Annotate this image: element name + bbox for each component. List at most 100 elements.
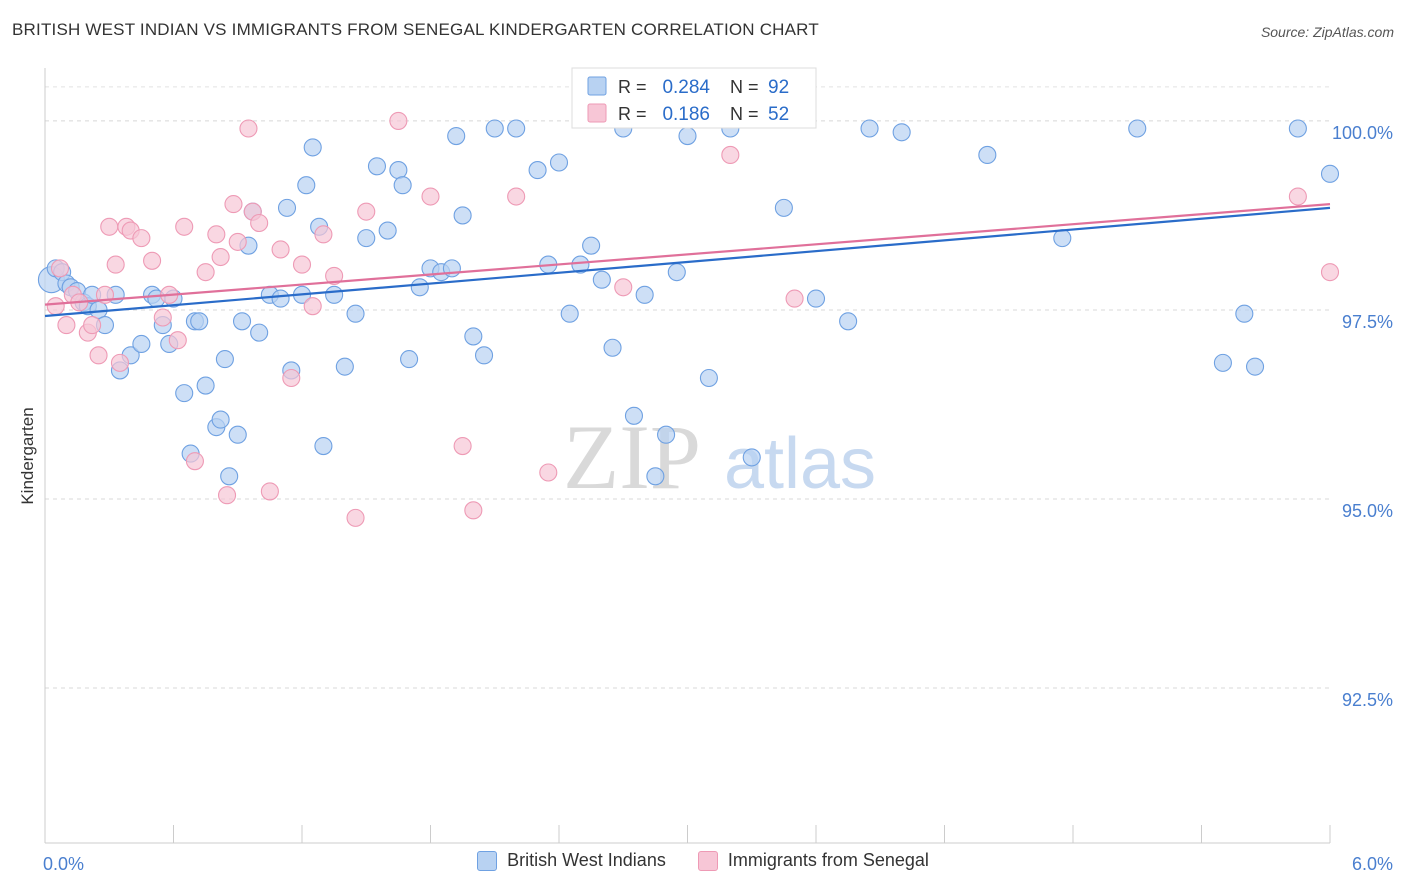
stats-box-frame (571, 67, 817, 129)
point-british-west-indians (453, 206, 472, 225)
point-immigrants-from-senegal (325, 266, 344, 285)
point-british-west-indians (528, 161, 547, 180)
legend-item-british-west-indians[interactable]: British West Indians (477, 850, 666, 871)
point-british-west-indians (774, 198, 793, 217)
point-british-west-indians (667, 263, 686, 282)
point-british-west-indians (549, 153, 569, 172)
point-immigrants-from-senegal (207, 225, 226, 244)
point-british-west-indians (892, 123, 911, 142)
gridlines (45, 86, 1330, 689)
point-immigrants-from-senegal (292, 255, 312, 274)
legend-swatch-blue (477, 850, 498, 871)
stats-n-label: N = (730, 104, 759, 124)
point-immigrants-from-senegal (50, 259, 70, 278)
point-immigrants-from-senegal (175, 217, 194, 236)
point-british-west-indians (635, 285, 654, 304)
point-immigrants-from-senegal (346, 508, 365, 527)
data-points (37, 111, 1340, 527)
point-british-west-indians (1053, 229, 1072, 248)
stats-n-value: 92 (768, 77, 789, 98)
point-british-west-indians (132, 334, 151, 354)
point-british-west-indians (314, 436, 333, 456)
point-british-west-indians (624, 406, 644, 425)
point-british-west-indians (1288, 119, 1307, 138)
watermark: ZIP atlas (563, 406, 876, 508)
point-immigrants-from-senegal (224, 195, 243, 214)
point-british-west-indians (447, 126, 466, 146)
stats-r-value: 0.284 (662, 77, 710, 98)
point-british-west-indians (603, 338, 622, 357)
point-immigrants-from-senegal (271, 240, 290, 259)
point-immigrants-from-senegal (785, 289, 804, 308)
point-immigrants-from-senegal (260, 482, 279, 501)
trend-lines (44, 203, 1331, 318)
point-british-west-indians (978, 145, 997, 165)
point-immigrants-from-senegal (721, 145, 740, 165)
point-immigrants-from-senegal (46, 297, 65, 316)
point-british-west-indians (699, 368, 718, 388)
point-british-west-indians (393, 176, 412, 195)
point-british-west-indians (592, 270, 611, 289)
stats-r-value: 0.186 (662, 104, 710, 125)
point-immigrants-from-senegal (168, 331, 187, 350)
point-immigrants-from-senegal (507, 187, 526, 206)
point-british-west-indians (378, 221, 397, 240)
point-british-west-indians (464, 327, 483, 346)
point-immigrants-from-senegal (421, 187, 440, 206)
point-british-west-indians (271, 289, 290, 308)
point-immigrants-from-senegal (153, 308, 172, 327)
point-immigrants-from-senegal (453, 436, 472, 456)
point-immigrants-from-senegal (57, 316, 76, 335)
point-british-west-indians (410, 278, 429, 297)
y-tick-label: 95.0% (1342, 501, 1393, 521)
point-immigrants-from-senegal (196, 263, 215, 282)
point-immigrants-from-senegal (132, 229, 151, 248)
y-tick-label: 97.5% (1342, 312, 1393, 332)
point-immigrants-from-senegal (1320, 263, 1340, 282)
point-british-west-indians (196, 376, 215, 395)
point-british-west-indians (806, 289, 826, 308)
legend-label: British West Indians (507, 850, 666, 870)
point-british-west-indians (657, 425, 676, 444)
y-tick-label: 100.0% (1332, 123, 1393, 143)
point-british-west-indians (325, 285, 344, 304)
point-immigrants-from-senegal (250, 213, 269, 233)
point-british-west-indians (190, 312, 209, 331)
point-immigrants-from-senegal (83, 316, 102, 335)
chart-source: Source: ZipAtlas.com (1260, 24, 1394, 40)
x-tick-label-max: 6.0% (1352, 854, 1393, 874)
point-british-west-indians (211, 410, 230, 429)
point-british-west-indians (250, 323, 269, 342)
point-british-west-indians (277, 198, 297, 217)
stats-box: R = 0.284 N = 92 R = 0.186 N = 52 (571, 67, 817, 129)
point-british-west-indians (1235, 304, 1254, 323)
point-british-west-indians (357, 229, 376, 248)
point-british-west-indians (215, 350, 234, 369)
point-british-west-indians (175, 384, 194, 403)
point-immigrants-from-senegal (110, 353, 130, 372)
point-british-west-indians (860, 119, 879, 138)
legend-item-immigrants-from-senegal[interactable]: Immigrants from Senegal (697, 850, 929, 871)
stats-n-value: 52 (768, 104, 789, 125)
stats-r-label: R = (618, 77, 647, 97)
x-tick-label-min: 0.0% (43, 854, 84, 874)
point-immigrants-from-senegal (143, 251, 162, 270)
point-british-west-indians (560, 304, 579, 323)
point-british-west-indians (571, 255, 590, 274)
point-british-west-indians (742, 448, 761, 467)
point-immigrants-from-senegal (217, 486, 237, 505)
point-british-west-indians (367, 157, 387, 176)
point-british-west-indians (1213, 353, 1232, 372)
point-british-west-indians (303, 138, 322, 157)
point-british-west-indians (474, 346, 494, 365)
stats-swatch (587, 103, 607, 123)
point-british-west-indians (346, 304, 365, 323)
axes: 92.5% 95.0% 97.5% 100.0% 0.0% 6.0% Kindergarte… (18, 68, 1393, 874)
point-british-west-indians (1320, 164, 1340, 183)
point-british-west-indians (1245, 357, 1265, 376)
point-immigrants-from-senegal (228, 232, 247, 251)
point-british-west-indians (485, 119, 504, 138)
legend-swatch-pink (697, 850, 718, 871)
point-british-west-indians (582, 236, 601, 255)
